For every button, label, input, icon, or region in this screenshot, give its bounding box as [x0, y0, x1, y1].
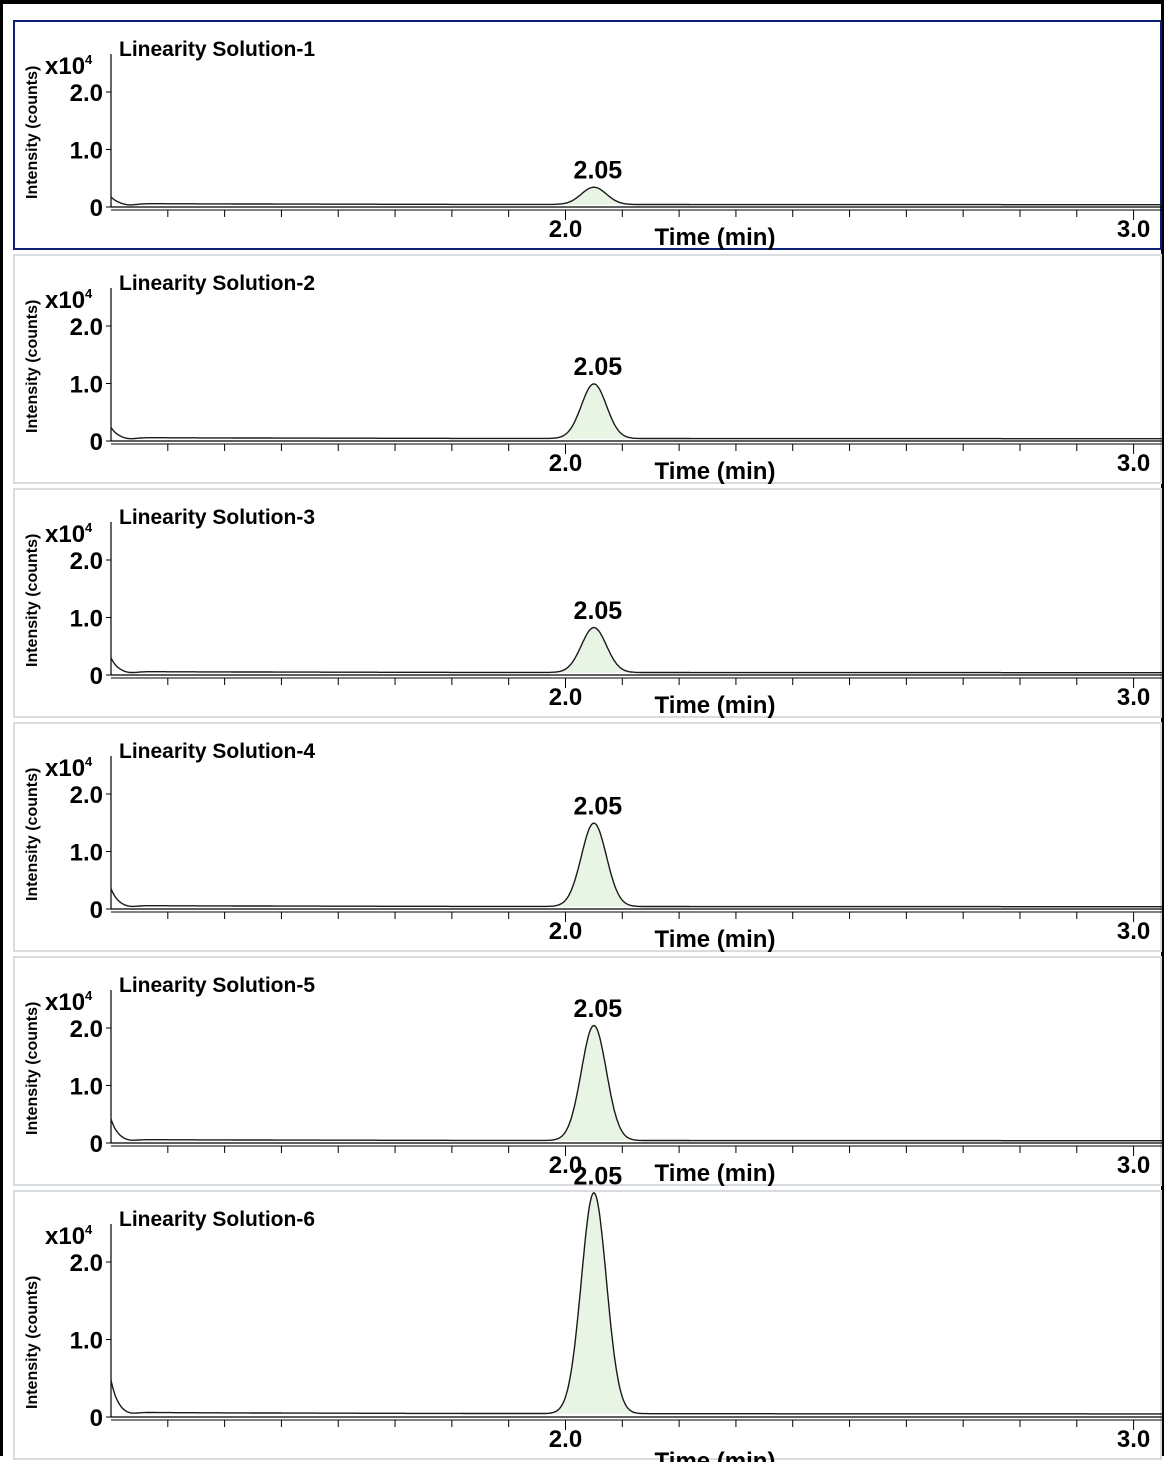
x-tick-label: 2.0 — [549, 684, 582, 711]
peak-label: 2.05 — [574, 1163, 623, 1191]
chromatogram-trace — [110, 1024, 1162, 1142]
x-tick-label: 3.0 — [1117, 918, 1150, 945]
y-axis-label: Intensity (counts) — [24, 534, 41, 667]
x-axis-label: Time (min) — [655, 1160, 776, 1187]
chromatogram-panel-4[interactable]: Intensity (counts) x104 0 1.0 2.0 2.0 3.0 Time … — [13, 722, 1162, 953]
x-tick-label: 3.0 — [1117, 684, 1150, 711]
y-tick-label: 1.0 — [70, 840, 103, 867]
x-tick-label: 3.0 — [1117, 450, 1150, 477]
x-tick-label: 3.0 — [1117, 1426, 1150, 1453]
y-axis-label: Intensity (counts) — [24, 1276, 41, 1409]
y-tick-label: 0 — [90, 429, 103, 456]
panel-title: Linearity Solution-4 — [119, 740, 315, 763]
peak-label: 2.05 — [574, 157, 623, 185]
y-tick-label: 1.0 — [70, 1328, 103, 1355]
y-tick-label: 2.0 — [70, 314, 103, 341]
y-axis-label: Intensity (counts) — [24, 768, 41, 901]
y-scale-factor: x104 — [45, 1222, 93, 1250]
chromatogram-plot: Intensity (counts)x104 0 1.0 2.0 2.0 3.0 Time … — [24, 506, 1162, 719]
peak-area — [542, 187, 646, 205]
x-tick-label: 2.0 — [549, 1426, 582, 1453]
chromatogram-trace — [110, 186, 1162, 206]
y-axis-label: Intensity (counts) — [24, 300, 41, 433]
y-tick-label: 1.0 — [70, 138, 103, 165]
y-scale-factor: x104 — [45, 754, 93, 782]
peak-area — [542, 383, 646, 439]
y-axis-label: Intensity (counts) — [24, 66, 41, 199]
x-tick-label: 3.0 — [1117, 216, 1150, 243]
chromatogram-panel-3[interactable]: Intensity (counts) x104 0 1.0 2.0 2.0 3.0 Time … — [13, 488, 1162, 719]
chromatogram-trace — [110, 1191, 1162, 1415]
y-scale-factor: x104 — [45, 286, 93, 314]
panel-title: Linearity Solution-6 — [119, 1208, 315, 1231]
panel-title: Linearity Solution-5 — [119, 974, 315, 997]
peak-area — [542, 1025, 646, 1141]
y-axis-label: Intensity (counts) — [24, 1002, 41, 1135]
panel-title: Linearity Solution-1 — [119, 38, 315, 61]
chromatogram-panel-5[interactable]: Intensity (counts) x104 0 1.0 2.0 2.0 3.0 Time … — [13, 956, 1162, 1187]
chromatogram-plot: Intensity (counts)x104 0 1.0 2.0 2.0 3.0 Time … — [24, 740, 1162, 953]
x-axis-label: Time (min) — [655, 1448, 776, 1462]
chromatogram-trace — [110, 822, 1162, 908]
x-axis-label: Time (min) — [655, 224, 776, 251]
chromatogram-panel-2[interactable]: Intensity (counts) x104 0 1.0 2.0 2.0 3.0 Time … — [13, 254, 1162, 485]
y-tick-label: 0 — [90, 897, 103, 924]
x-tick-label: 2.0 — [549, 450, 582, 477]
peak-area — [542, 627, 646, 673]
y-tick-label: 1.0 — [70, 1074, 103, 1101]
chromatogram-plot: Intensity (counts) x104 0 1.0 2.0 2.0 3.0 Time … — [24, 1163, 1162, 1462]
chromatogram-panel-6[interactable]: Intensity (counts) x104 0 1.0 2.0 2.0 3.0 Time … — [13, 1163, 1162, 1462]
y-tick-label: 2.0 — [70, 80, 103, 107]
y-tick-label: 2.0 — [70, 1250, 103, 1277]
panel-title: Linearity Solution-3 — [119, 506, 315, 529]
peak-label: 2.05 — [574, 597, 623, 625]
y-tick-label: 1.0 — [70, 606, 103, 633]
peak-label: 2.05 — [574, 792, 623, 820]
chromatogram-plot: Intensity (counts)x104 0 1.0 2.0 2.0 3.0 Time … — [24, 974, 1162, 1187]
y-tick-label: 0 — [90, 1405, 103, 1432]
y-tick-label: 2.0 — [70, 548, 103, 575]
x-axis-label: Time (min) — [655, 926, 776, 953]
peak-area — [542, 823, 646, 907]
x-tick-label: 3.0 — [1117, 1152, 1150, 1179]
panel-title: Linearity Solution-2 — [119, 272, 315, 295]
peak-label: 2.05 — [574, 995, 623, 1023]
y-tick-label: 0 — [90, 663, 103, 690]
y-tick-label: 2.0 — [70, 1016, 103, 1043]
y-tick-label: 0 — [90, 1131, 103, 1158]
peak-label: 2.05 — [574, 353, 623, 381]
chromatogram-plot: Intensity (counts)x104 0 1.0 2.0 2.0 3.0 Time … — [24, 38, 1162, 251]
x-axis-label: Time (min) — [655, 692, 776, 719]
y-scale-factor: x104 — [45, 52, 93, 80]
x-axis-label: Time (min) — [655, 458, 776, 485]
chromatogram-trace — [110, 383, 1162, 440]
y-tick-label: 2.0 — [70, 782, 103, 809]
chromatogram-trace — [110, 626, 1162, 674]
x-tick-label: 2.0 — [549, 1152, 582, 1179]
chromatogram-panel-1[interactable]: Intensity (counts) x104 0 1.0 2.0 2.0 3.0 Time … — [13, 20, 1162, 251]
y-tick-label: 0 — [90, 195, 103, 222]
chromatogram-plot: Intensity (counts)x104 0 1.0 2.0 2.0 3.0 Time … — [24, 272, 1162, 485]
x-tick-label: 2.0 — [549, 216, 582, 243]
y-scale-factor: x104 — [45, 988, 93, 1016]
y-scale-factor: x104 — [45, 520, 93, 548]
y-tick-label: 1.0 — [70, 372, 103, 399]
peak-area — [542, 1192, 646, 1414]
x-tick-label: 2.0 — [549, 918, 582, 945]
